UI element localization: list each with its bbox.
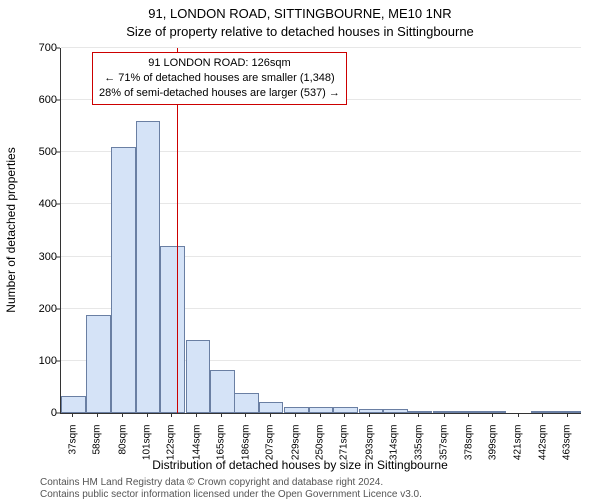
histogram-bar xyxy=(284,407,309,413)
x-tick-label: 271sqm xyxy=(339,425,350,485)
x-tick-label: 399sqm xyxy=(487,425,498,485)
annotation-line3: 28% of semi-detached houses are larger (… xyxy=(99,86,340,101)
x-tick-label: 335sqm xyxy=(413,425,424,485)
histogram-bar xyxy=(556,411,581,413)
x-tick-label: 207sqm xyxy=(265,425,276,485)
x-tick-label: 442sqm xyxy=(537,425,548,485)
histogram-bar xyxy=(259,402,284,413)
y-tick-label: 200 xyxy=(17,303,57,315)
histogram-bar xyxy=(433,411,458,413)
x-tick-mark xyxy=(542,413,543,417)
x-tick-mark xyxy=(418,413,419,417)
y-tick-mark xyxy=(56,48,60,49)
y-tick-label: 500 xyxy=(17,146,57,158)
annotation-box: 91 LONDON ROAD: 126sqm ← 71% of detached… xyxy=(92,52,347,105)
annotation-line2: ← 71% of detached houses are smaller (1,… xyxy=(99,71,340,86)
chart-title-main: 91, LONDON ROAD, SITTINGBOURNE, ME10 1NR xyxy=(0,6,600,21)
y-tick-label: 300 xyxy=(17,251,57,263)
x-axis-label: Distribution of detached houses by size … xyxy=(0,458,600,472)
x-tick-label: 37sqm xyxy=(67,425,78,485)
y-tick-mark xyxy=(56,204,60,205)
x-tick-label: 165sqm xyxy=(216,425,227,485)
x-tick-label: 58sqm xyxy=(92,425,103,485)
histogram-bar xyxy=(111,147,136,413)
x-tick-mark xyxy=(344,413,345,417)
x-tick-mark xyxy=(394,413,395,417)
x-tick-mark xyxy=(492,413,493,417)
footer-line1: Contains HM Land Registry data © Crown c… xyxy=(40,477,383,488)
histogram-bar xyxy=(531,411,556,413)
histogram-bar xyxy=(309,407,334,413)
histogram-bar xyxy=(333,407,358,413)
y-tick-mark xyxy=(56,152,60,153)
x-tick-label: 80sqm xyxy=(117,425,128,485)
histogram-bar xyxy=(186,340,211,413)
x-tick-label: 357sqm xyxy=(439,425,450,485)
x-tick-mark xyxy=(122,413,123,417)
x-tick-label: 250sqm xyxy=(315,425,326,485)
x-tick-mark xyxy=(468,413,469,417)
histogram-bar xyxy=(61,396,86,413)
histogram-bar xyxy=(160,246,185,413)
histogram-bar xyxy=(457,411,482,413)
y-tick-label: 600 xyxy=(17,94,57,106)
x-tick-mark xyxy=(196,413,197,417)
histogram-bar xyxy=(482,411,507,413)
x-tick-label: 186sqm xyxy=(240,425,251,485)
x-tick-label: 122sqm xyxy=(166,425,177,485)
x-tick-mark xyxy=(320,413,321,417)
footer-line2: Contains public sector information licen… xyxy=(40,489,422,500)
histogram-bar xyxy=(234,393,259,413)
y-tick-label: 700 xyxy=(17,42,57,54)
annotation-line1: 91 LONDON ROAD: 126sqm xyxy=(99,56,340,71)
histogram-bar xyxy=(210,370,235,413)
x-tick-mark xyxy=(518,413,519,417)
x-tick-mark xyxy=(444,413,445,417)
y-axis-label: Number of detached properties xyxy=(4,147,18,312)
x-tick-mark xyxy=(147,413,148,417)
x-tick-label: 378sqm xyxy=(463,425,474,485)
x-tick-label: 101sqm xyxy=(142,425,153,485)
x-tick-mark xyxy=(171,413,172,417)
gridline xyxy=(61,47,581,48)
chart-container: 91, LONDON ROAD, SITTINGBOURNE, ME10 1NR… xyxy=(0,0,600,500)
x-tick-label: 421sqm xyxy=(513,425,524,485)
x-tick-label: 293sqm xyxy=(364,425,375,485)
x-tick-mark xyxy=(369,413,370,417)
x-tick-mark xyxy=(270,413,271,417)
y-tick-mark xyxy=(56,100,60,101)
x-tick-mark xyxy=(245,413,246,417)
y-tick-mark xyxy=(56,360,60,361)
x-tick-mark xyxy=(567,413,568,417)
y-tick-label: 100 xyxy=(17,355,57,367)
histogram-bar xyxy=(407,411,432,413)
x-tick-mark xyxy=(295,413,296,417)
y-tick-mark xyxy=(56,413,60,414)
y-tick-label: 0 xyxy=(17,407,57,419)
x-tick-label: 314sqm xyxy=(389,425,400,485)
histogram-bar xyxy=(359,409,384,413)
histogram-bar xyxy=(86,315,111,413)
chart-title-sub: Size of property relative to detached ho… xyxy=(0,24,600,39)
x-tick-label: 463sqm xyxy=(562,425,573,485)
x-tick-mark xyxy=(97,413,98,417)
x-tick-label: 229sqm xyxy=(290,425,301,485)
histogram-bar xyxy=(383,409,408,413)
y-tick-label: 400 xyxy=(17,198,57,210)
x-tick-mark xyxy=(72,413,73,417)
histogram-bar xyxy=(136,121,161,413)
y-tick-mark xyxy=(56,308,60,309)
x-tick-label: 144sqm xyxy=(191,425,202,485)
y-tick-mark xyxy=(56,256,60,257)
x-tick-mark xyxy=(221,413,222,417)
